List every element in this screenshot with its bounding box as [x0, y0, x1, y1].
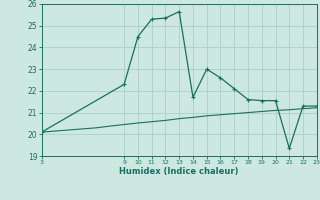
X-axis label: Humidex (Indice chaleur): Humidex (Indice chaleur) — [119, 167, 239, 176]
